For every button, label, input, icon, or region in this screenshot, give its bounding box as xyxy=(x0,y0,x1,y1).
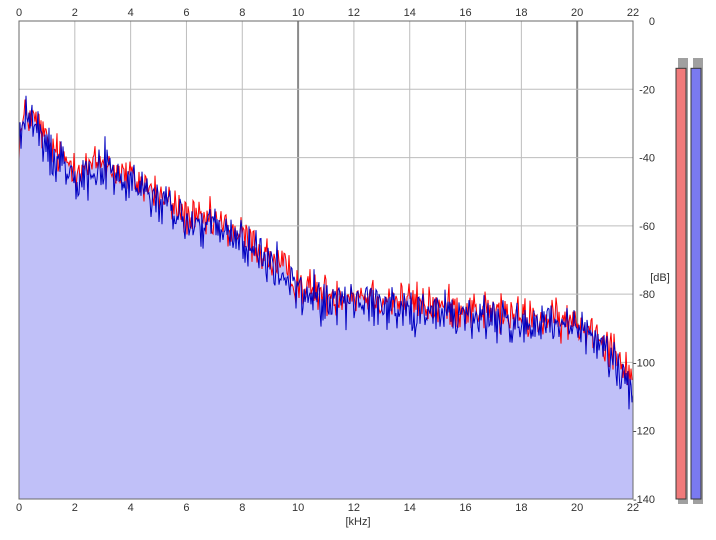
x-tick-label-bottom: 4 xyxy=(128,502,134,514)
y-tick-label: -20 xyxy=(639,84,655,96)
x-tick-label-bottom: 12 xyxy=(348,502,360,514)
y-tick-label: -40 xyxy=(639,153,655,165)
x-tick-label-top: 0 xyxy=(16,7,22,19)
x-tick-label-top: 18 xyxy=(515,7,527,19)
y-tick-label: -80 xyxy=(639,289,655,301)
x-tick-label-top: 12 xyxy=(348,7,360,19)
x-tick-label-bottom: 22 xyxy=(627,502,639,514)
y-tick-label: -60 xyxy=(639,221,655,233)
x-tick-label-top: 16 xyxy=(459,7,471,19)
x-tick-label-bottom: 18 xyxy=(515,502,527,514)
x-tick-label-top: 20 xyxy=(571,7,583,19)
x-tick-label-bottom: 16 xyxy=(459,502,471,514)
y-axis-ticks: 0 -20 -40 -60 -80 -100 -120 -140 xyxy=(633,16,655,506)
plot-frame xyxy=(18,20,634,500)
meter-right xyxy=(690,67,702,500)
x-tick-label-top: 4 xyxy=(128,7,134,19)
x-tick-label-top: 6 xyxy=(183,7,189,19)
x-tick-label-bottom: 0 xyxy=(16,502,22,514)
y-tick-label: -140 xyxy=(633,494,655,506)
x-tick-label-top: 2 xyxy=(72,7,78,19)
x-tick-label-top: 22 xyxy=(627,7,639,19)
meter-left xyxy=(675,67,687,500)
x-tick-label-bottom: 8 xyxy=(239,502,245,514)
x-tick-label-bottom: 10 xyxy=(292,502,304,514)
right-channel-series xyxy=(18,95,634,410)
x-tick-label-bottom: 6 xyxy=(183,502,189,514)
x-tick-label-bottom: 14 xyxy=(404,502,416,514)
y-tick-label: -100 xyxy=(633,357,655,369)
x-axis-bottom-ticks: 0 2 4 6 8 10 12 14 16 18 20 22 xyxy=(16,502,639,514)
x-tick-label-bottom: 20 xyxy=(571,502,583,514)
x-axis-top-ticks: 0 2 4 6 8 10 12 14 16 18 20 22 xyxy=(16,7,639,19)
x-tick-label-top: 14 xyxy=(404,7,416,19)
level-meters xyxy=(675,58,703,504)
y-axis-title: [dB] xyxy=(650,272,670,284)
x-tick-label-top: 8 xyxy=(239,7,245,19)
x-axis-title: [kHz] xyxy=(345,516,370,528)
x-tick-label-bottom: 2 xyxy=(72,502,78,514)
y-tick-label: 0 xyxy=(649,16,655,28)
x-tick-label-top: 10 xyxy=(292,7,304,19)
y-tick-label: -120 xyxy=(633,426,655,438)
